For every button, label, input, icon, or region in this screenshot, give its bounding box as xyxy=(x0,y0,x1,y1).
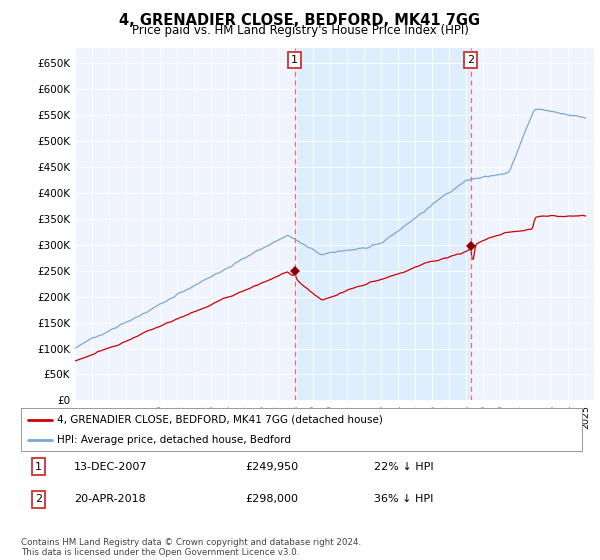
Text: 13-DEC-2007: 13-DEC-2007 xyxy=(74,461,148,472)
Text: £249,950: £249,950 xyxy=(245,461,299,472)
Text: 4, GRENADIER CLOSE, BEDFORD, MK41 7GG (detached house): 4, GRENADIER CLOSE, BEDFORD, MK41 7GG (d… xyxy=(58,415,383,424)
Text: 2: 2 xyxy=(35,494,42,505)
Text: 22% ↓ HPI: 22% ↓ HPI xyxy=(374,461,434,472)
Text: Price paid vs. HM Land Registry's House Price Index (HPI): Price paid vs. HM Land Registry's House … xyxy=(131,24,469,37)
Text: 1: 1 xyxy=(35,461,42,472)
Text: 2: 2 xyxy=(467,55,474,65)
Text: 20-APR-2018: 20-APR-2018 xyxy=(74,494,146,505)
Text: 36% ↓ HPI: 36% ↓ HPI xyxy=(374,494,434,505)
Text: HPI: Average price, detached house, Bedford: HPI: Average price, detached house, Bedf… xyxy=(58,435,292,445)
Text: £298,000: £298,000 xyxy=(245,494,298,505)
Text: 1: 1 xyxy=(291,55,298,65)
Text: 4, GRENADIER CLOSE, BEDFORD, MK41 7GG: 4, GRENADIER CLOSE, BEDFORD, MK41 7GG xyxy=(119,13,481,28)
Bar xyxy=(295,48,470,400)
Text: Contains HM Land Registry data © Crown copyright and database right 2024.
This d: Contains HM Land Registry data © Crown c… xyxy=(21,538,361,557)
